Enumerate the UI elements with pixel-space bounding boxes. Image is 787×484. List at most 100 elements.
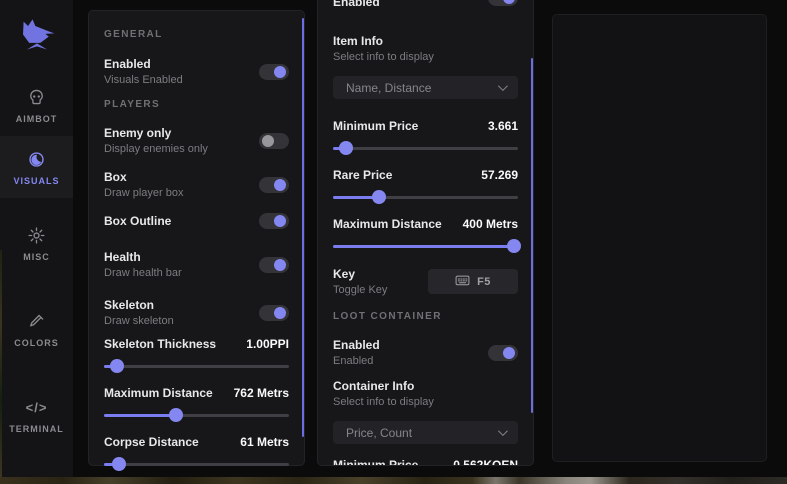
setting-subtitle: Draw health bar (104, 267, 182, 279)
sidebar-nav: AIMBOT VISUALS (0, 74, 73, 446)
toggle-switch[interactable] (488, 0, 518, 6)
slider-fill (104, 414, 177, 417)
setting-subtitle: Toggle Key (333, 284, 388, 296)
setting-row-health: Health Draw health bar (104, 250, 289, 279)
setting-row-item-info: Item Info Select info to display Name, D… (333, 34, 518, 99)
slider-thumb[interactable] (169, 408, 184, 422)
setting-row-skeleton-thickness: Skeleton Thickness 1.00PPI (104, 337, 289, 373)
setting-row-maximum-distance: Maximum Distance 400 Metrs (333, 217, 522, 253)
slider[interactable] (333, 239, 522, 253)
container-info-dropdown[interactable]: Price, Count (333, 421, 518, 444)
setting-value: 3.661 (487, 119, 518, 133)
setting-row-skeleton: Skeleton Draw skeleton (104, 298, 289, 327)
setting-label: Maximum Distance (333, 217, 442, 231)
chevron-down-icon (497, 81, 508, 92)
setting-row-container-info: Container Info Select info to display Pr… (333, 379, 518, 444)
toggle-knob (274, 306, 286, 319)
setting-label: Enabled (104, 57, 151, 71)
sidebar-item-terminal[interactable]: </> TERMINAL (0, 384, 73, 446)
setting-label: Key (333, 267, 356, 281)
section-header-general: GENERAL (104, 29, 163, 40)
toggle-switch[interactable] (259, 176, 289, 193)
slider-fill (333, 245, 515, 248)
setting-row-minimum-price-container: Minimum Price 0.562KOEN (333, 458, 518, 466)
chevron-down-icon (497, 426, 508, 437)
setting-row-enabled: Enabled Enabled (333, 338, 518, 367)
toggle-knob (503, 0, 515, 4)
slider-track (333, 147, 518, 150)
eclipse-icon (27, 149, 47, 169)
sidebar: AIMBOT VISUALS (0, 0, 73, 477)
setting-label: Box (104, 170, 127, 184)
setting-value: 762 Metrs (233, 386, 289, 400)
loot-panel-scrollbar[interactable] (531, 58, 533, 413)
toggle-switch[interactable] (259, 256, 289, 273)
dropdown-value: Name, Distance (346, 80, 432, 95)
setting-row-box: Box Draw player box (104, 170, 289, 199)
setting-row-maximum-distance: Maximum Distance 762 Metrs (104, 386, 289, 422)
visuals-panel-scrollbar[interactable] (302, 18, 304, 437)
setting-subtitle: Display enemies only (104, 143, 208, 155)
setting-row-minimum-price: Minimum Price 3.661 (333, 119, 518, 155)
slider[interactable] (104, 457, 289, 471)
toggle-knob (274, 65, 286, 78)
slider-thumb[interactable] (109, 359, 124, 373)
sidebar-item-misc[interactable]: MISC (0, 212, 73, 274)
slider-fill (104, 463, 119, 466)
item-info-dropdown[interactable]: Name, Distance (333, 76, 518, 99)
keyboard-icon (455, 273, 470, 291)
sidebar-item-colors[interactable]: COLORS (0, 298, 73, 360)
setting-value: 400 Metrs (462, 217, 518, 231)
slider-track (333, 196, 518, 199)
gear-icon (27, 225, 47, 245)
setting-label: Item Info (333, 34, 383, 48)
slider[interactable] (104, 359, 289, 373)
setting-value: 57.269 (481, 168, 518, 182)
setting-label: Box Outline (104, 214, 172, 228)
setting-subtitle: Select info to display (333, 396, 434, 408)
toggle-switch[interactable] (488, 344, 518, 361)
setting-subtitle: Enabled (333, 355, 374, 367)
setting-label: Container Info (333, 379, 415, 393)
section-header-loot-container: LOOT CONTAINER (333, 311, 442, 322)
setting-label: Minimum Price (333, 119, 419, 133)
slider-track (104, 414, 289, 417)
setting-value: 61 Metrs (240, 435, 289, 449)
toggle-switch[interactable] (259, 63, 289, 80)
setting-row-box-outline: Box Outline (104, 213, 289, 229)
keybind-button[interactable]: F5 (428, 269, 518, 294)
toggle-switch[interactable] (259, 213, 289, 229)
skull-icon (27, 87, 47, 107)
slider[interactable] (333, 190, 518, 204)
slider-track (104, 463, 289, 466)
slider-thumb[interactable] (372, 190, 387, 204)
setting-label: Enemy only (104, 126, 172, 140)
sidebar-item-visuals[interactable]: VISUALS (0, 136, 73, 198)
setting-label: Maximum Distance (104, 386, 213, 400)
setting-label: Skeleton (104, 298, 155, 312)
visuals-settings-panel: GENERAL Enabled Visuals Enabled PLAYERS … (88, 10, 305, 471)
setting-subtitle: Visuals Enabled (104, 74, 183, 86)
slider-thumb[interactable] (507, 239, 522, 253)
setting-label: Health (104, 250, 141, 264)
slider-thumb[interactable] (111, 457, 126, 471)
setting-label: Minimum Price (333, 458, 419, 466)
toggle-knob (274, 258, 286, 271)
sidebar-item-label: TERMINAL (9, 424, 64, 434)
setting-label: Enabled (333, 0, 380, 9)
slider-thumb[interactable] (338, 141, 353, 155)
sidebar-item-aimbot[interactable]: AIMBOT (0, 74, 73, 136)
slider-fill (333, 196, 380, 199)
loot-settings-panel: Enabled Item Info Select info to display… (317, 0, 534, 466)
toggle-switch[interactable] (259, 304, 289, 321)
setting-value: 1.00PPI (246, 337, 289, 351)
setting-row-key: Key Toggle Key F5 (333, 267, 518, 296)
dropdown-value: Price, Count (346, 425, 413, 440)
slider[interactable] (104, 408, 289, 422)
setting-label: Skeleton Thickness (104, 337, 217, 351)
code-icon: </> (25, 399, 48, 415)
keybind-value: F5 (477, 275, 491, 288)
toggle-knob (262, 134, 274, 147)
slider[interactable] (333, 141, 518, 155)
toggle-switch[interactable] (259, 132, 289, 149)
